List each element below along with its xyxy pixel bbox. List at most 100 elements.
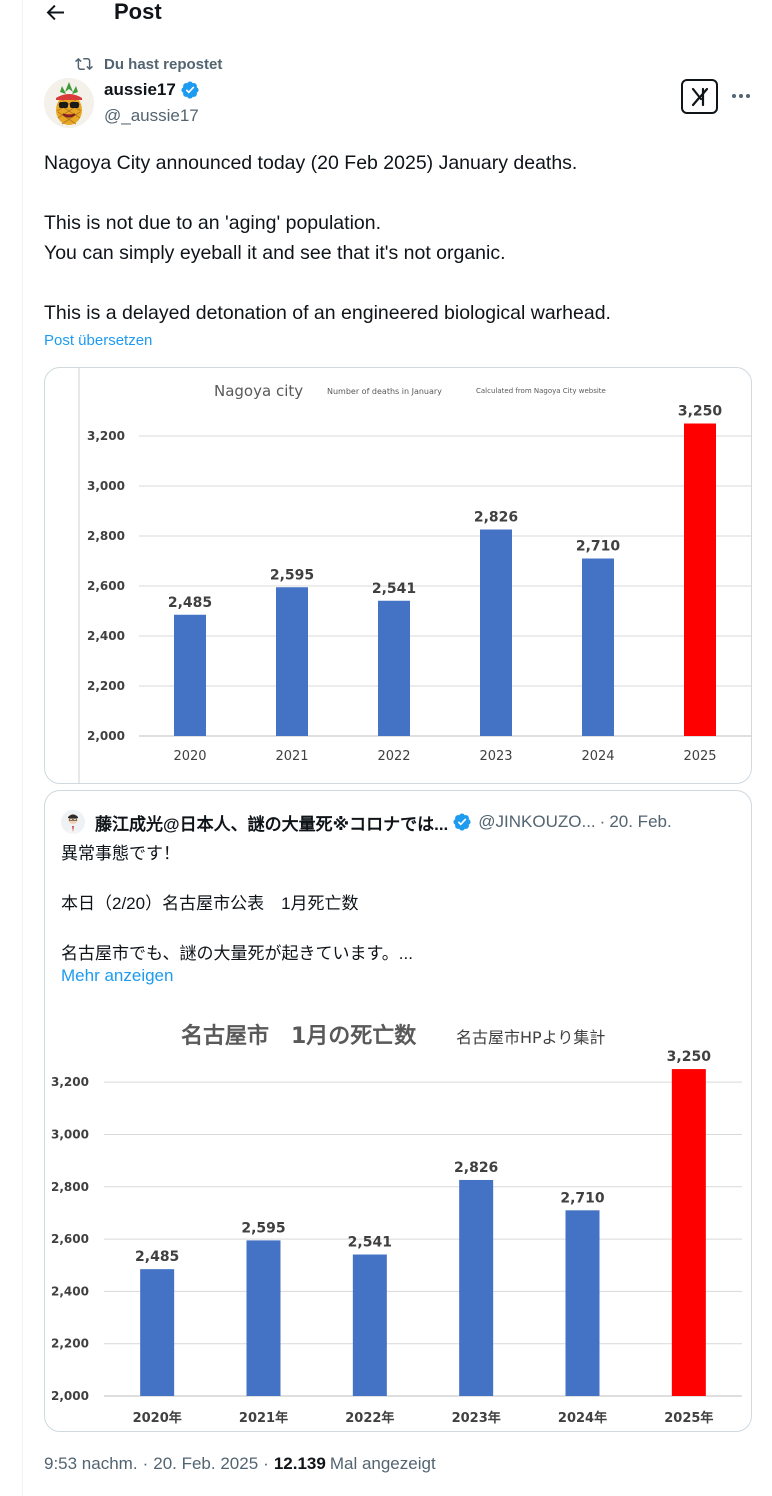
grok-icon: [691, 87, 708, 106]
chart1-bar: [582, 558, 614, 736]
column-border: [22, 0, 23, 1496]
more-options-button[interactable]: [728, 83, 754, 109]
arrow-left-icon: [46, 4, 64, 21]
top-bar: Post: [0, 0, 772, 28]
chart2-bar: [565, 1210, 600, 1396]
chart1-x-tick-label: 2024: [581, 749, 614, 764]
chart1-y-tick-label: 2,800: [87, 529, 125, 543]
chart2-bar: [140, 1269, 175, 1396]
quoted-line: 本日（2/20）名古屋市公表 1月死亡数: [61, 894, 359, 913]
post-line: This is a delayed detonation of an engin…: [44, 302, 611, 324]
post-date[interactable]: 20. Feb. 2025: [153, 1454, 259, 1473]
bar-chart-en: Nagoya city Number of deaths in January Ca…: [87, 382, 751, 764]
grok-button[interactable]: [681, 79, 718, 114]
chart1-subtitle: Number of deaths in January: [327, 387, 442, 396]
chart1-data-label: 2,485: [168, 595, 212, 611]
chart2-x-tick-label: 2020年: [133, 1410, 182, 1426]
chart2-data-label: 2,826: [454, 1160, 498, 1176]
page-title: Post: [114, 0, 162, 24]
chart2-data-label: 2,595: [241, 1220, 285, 1236]
back-button[interactable]: [44, 0, 70, 24]
translate-post-link[interactable]: Post übersetzen: [44, 332, 153, 349]
chart2-bar: [459, 1179, 494, 1396]
chart1-y-tick-label: 2,000: [87, 729, 125, 743]
view-count: 12.139: [273, 1454, 326, 1473]
quoted-post-body: 異常事態です！ 本日（2/20）名古屋市公表 1月死亡数 名古屋市でも、謎の大量…: [61, 841, 731, 966]
views-label: Mal angezeigt: [329, 1454, 436, 1473]
chart2-note: 名古屋市HPより集計: [456, 1028, 605, 1047]
chart1-data-label: 2,710: [576, 539, 621, 555]
chart1-y-tick-label: 3,200: [87, 429, 125, 443]
chart2-x-tick-label: 2025年: [664, 1410, 713, 1426]
chart2-bar: [671, 1069, 706, 1396]
chart1-x-tick-label: 2022: [377, 749, 410, 764]
chart1-title: Nagoya city: [214, 382, 303, 400]
verified-badge-icon: [453, 813, 471, 831]
quoted-post-date[interactable]: 20. Feb.: [609, 812, 672, 831]
chart2-y-tick-label: 2,800: [51, 1180, 89, 1194]
chart2-bar: [246, 1240, 281, 1396]
post-body: Nagoya City announced today (20 Feb 2025…: [44, 148, 744, 328]
chart1-bar: [378, 600, 410, 736]
chart2-x-tick-label: 2021年: [239, 1410, 288, 1426]
chart2-x-tick-label: 2023年: [452, 1410, 501, 1426]
chart1-x-tick-label: 2023: [479, 749, 512, 764]
chart2-y-tick-label: 2,200: [51, 1337, 89, 1351]
separator-dot: ·: [599, 812, 606, 831]
chart1-data-label: 2,595: [270, 567, 314, 583]
chart2-data-label: 3,250: [667, 1049, 712, 1065]
post-line: This is not due to an 'aging' population…: [44, 212, 382, 234]
quoted-author-handle[interactable]: @JINKOUZO...: [478, 812, 596, 831]
chart2-y-tick-label: 2,400: [51, 1284, 89, 1298]
chart2-bar: [352, 1254, 387, 1396]
post-line: Nagoya City announced today (20 Feb 2025…: [44, 152, 578, 174]
chart1-x-tick-label: 2021: [275, 749, 308, 764]
separator-dot: ·: [263, 1454, 269, 1473]
post-time[interactable]: 9:53 nachm.: [44, 1454, 138, 1473]
chart2-y-tick-label: 2,600: [51, 1232, 89, 1246]
chart2-data-label: 2,710: [560, 1190, 605, 1206]
repost-label: Du hast repostet: [104, 55, 223, 73]
chart2-y-tick-label: 3,200: [51, 1075, 89, 1089]
chart1-y-tick-label: 3,000: [87, 479, 125, 493]
quoted-author-name[interactable]: 藤江成光@日本人、謎の大量死※コロナでは...: [95, 814, 449, 834]
chart1-x-tick-label: 2025: [683, 749, 716, 764]
show-more-link[interactable]: Mehr anzeigen: [61, 966, 174, 985]
author-name[interactable]: aussie17: [104, 80, 200, 100]
person-avatar-icon: [61, 810, 85, 834]
quoted-post-header: 藤江成光@日本人、謎の大量死※コロナでは... @JINKOUZO... · 2…: [61, 809, 741, 835]
author-avatar[interactable]: [44, 78, 94, 128]
separator-dot: ·: [142, 1454, 149, 1473]
chart2-data-label: 2,541: [348, 1235, 392, 1251]
post-media-chart[interactable]: Nagoya city Number of deaths in January Ca…: [44, 367, 752, 784]
quoted-post[interactable]: 藤江成光@日本人、謎の大量死※コロナでは... @JINKOUZO... · 2…: [44, 790, 752, 1432]
chart1-data-label: 2,826: [474, 510, 518, 526]
bar-chart-jp: 名古屋市 1月の死亡数 名古屋市HPより集計 2,000 2,200 2,400 2,60…: [51, 1023, 742, 1426]
chart1-y-tick-label: 2,200: [87, 679, 125, 693]
chart1-bar: [684, 423, 716, 736]
author-handle[interactable]: @_aussie17: [104, 106, 199, 125]
chart2-x-tick-label: 2024年: [558, 1410, 607, 1426]
chart2-data-label: 2,485: [135, 1249, 179, 1265]
chart1-data-label: 3,250: [678, 404, 723, 420]
quoted-line: 名古屋市でも、謎の大量死が起きています。...: [61, 944, 413, 963]
chart1-y-tick-label: 2,600: [87, 579, 125, 593]
more-dots-icon: [732, 94, 750, 98]
chart2-title: 名古屋市 1月の死亡数: [181, 1023, 417, 1049]
quoted-line: 異常事態です！: [61, 844, 180, 863]
chart2-y-tick-label: 2,000: [51, 1389, 89, 1403]
pineapple-avatar-icon: [44, 78, 94, 128]
chart1-bar: [480, 529, 512, 736]
chart2-y-tick-label: 3,000: [51, 1127, 89, 1141]
repost-icon: [75, 57, 93, 71]
post-line: You can simply eyeball it and see that i…: [44, 242, 506, 264]
quoted-author-avatar[interactable]: [61, 810, 85, 834]
post-meta: 9:53 nachm. · 20. Feb. 2025 · 12.139 Mal…: [44, 1454, 436, 1474]
chart1-bar: [276, 587, 308, 736]
repost-indicator: Du hast repostet: [74, 54, 222, 74]
chart1-x-tick-label: 2020: [173, 749, 206, 764]
chart2-x-tick-label: 2022年: [345, 1410, 394, 1426]
quoted-media-chart[interactable]: 名古屋市 1月の死亡数 名古屋市HPより集計 2,000 2,200 2,400 2,60…: [45, 1004, 751, 1431]
chart1-y-tick-label: 2,400: [87, 629, 125, 643]
image-edge-line: [78, 368, 80, 783]
